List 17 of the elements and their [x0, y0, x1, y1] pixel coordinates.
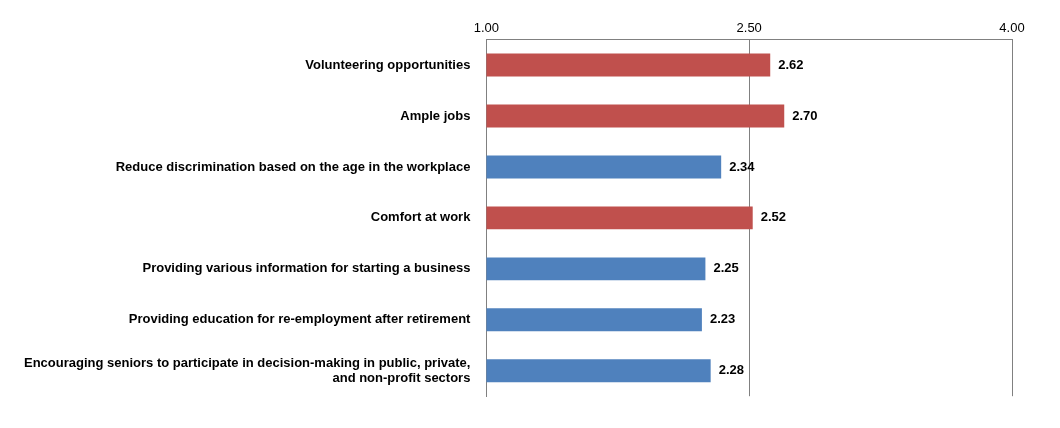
y-tick-label: Ample jobs: [400, 107, 471, 123]
data-label: 2.28: [718, 362, 744, 378]
data-label: 2.62: [778, 56, 804, 72]
y-tick-label: Providing various information for starting a business: [142, 260, 471, 276]
x-tick-label: 4.00: [999, 20, 1025, 36]
y-tick-label: Reduce discrimination based on the age in the workplace: [115, 158, 471, 174]
y-tick-label: Providing education for re-employment after retirement: [128, 311, 472, 327]
data-label: 2.23: [709, 311, 736, 327]
y-tick-label: Comfort at work: [370, 209, 472, 225]
data-label: 2.34: [729, 158, 756, 174]
y-tick-label: Volunteering opportunities: [305, 56, 471, 72]
data-label: 2.70: [792, 107, 818, 123]
data-label: 2.52: [760, 209, 787, 225]
x-tick-label: 1.00: [473, 20, 500, 36]
x-tick-label: 2.50: [736, 20, 762, 36]
data-label: 2.25: [713, 260, 739, 276]
y-tick-label: Encouraging seniors to participate in decision-making in public, private, and non-profit sectors: [23, 354, 471, 386]
